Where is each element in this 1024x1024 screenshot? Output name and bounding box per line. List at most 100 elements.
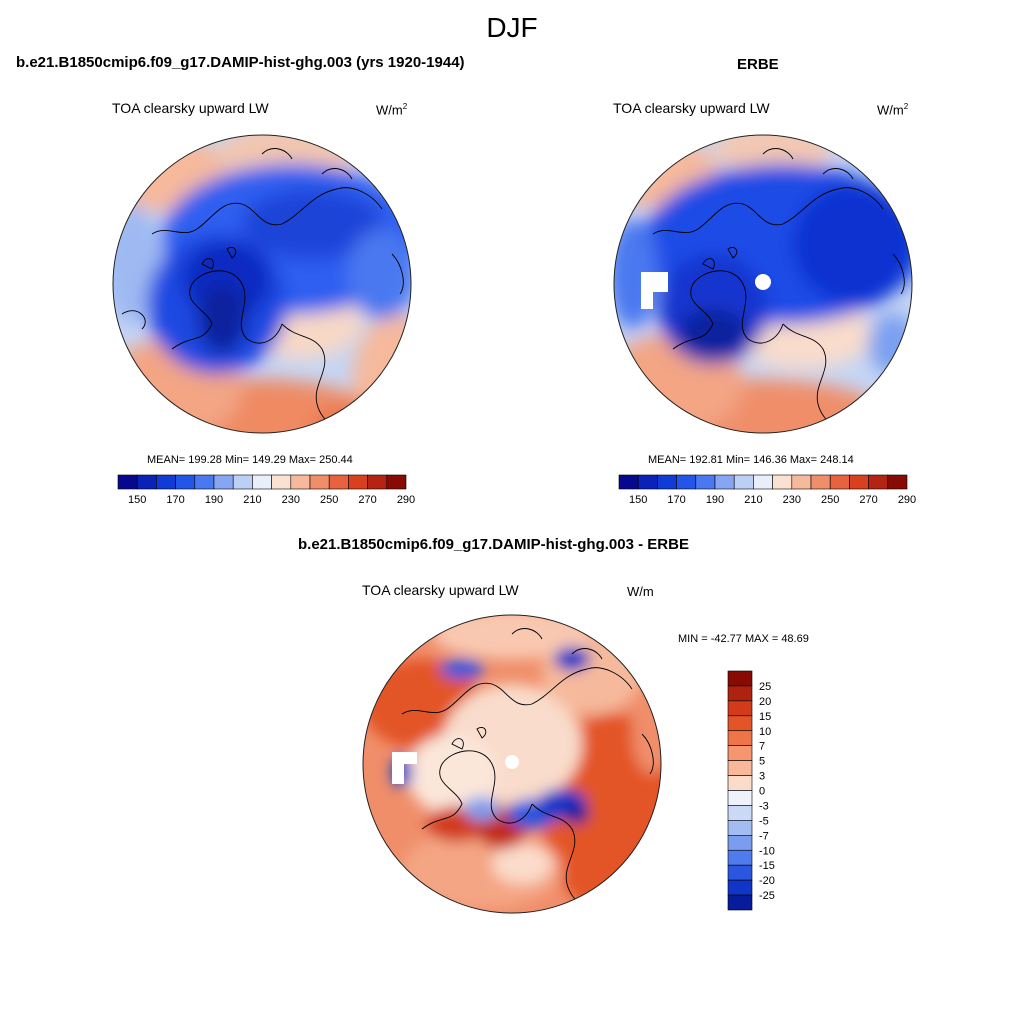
diff-units-label: W/m xyxy=(627,584,654,599)
obs-colorbar-tick-label: 190 xyxy=(706,494,724,506)
diff-colorbar-swatch xyxy=(727,700,753,717)
obs-units-base: W/m xyxy=(877,102,904,118)
diff-colorbar-tick-label: 3 xyxy=(759,771,765,783)
obs-colorbar-tick-label: 250 xyxy=(821,494,839,506)
obs-colorbar-swatch xyxy=(772,474,793,490)
obs-panel-title: ERBE xyxy=(737,56,779,73)
model-colorbar: 150 170 190 210 230 250 270 290 xyxy=(117,474,415,506)
obs-colorbar-swatch xyxy=(618,474,639,490)
obs-colorbar-swatch xyxy=(829,474,850,490)
diff-stats: MIN = -42.77 MAX = 48.69 xyxy=(678,633,809,645)
obs-colorbar-tick-label: 290 xyxy=(898,494,916,506)
model-colorbar-tick-label: 270 xyxy=(358,494,376,506)
model-colorbar-swatch xyxy=(386,474,407,490)
model-colorbar-swatch xyxy=(348,474,368,490)
model-colorbar-swatch xyxy=(252,474,272,490)
diff-colorbar-swatch xyxy=(727,820,753,836)
diff-colorbar-tick-label: 15 xyxy=(759,711,771,723)
diff-colorbar-tick-label: -15 xyxy=(759,860,775,872)
model-units-exp: 2 xyxy=(402,102,408,111)
diff-colorbar-swatch xyxy=(727,835,753,851)
obs-colorbar-swatch xyxy=(657,474,677,490)
model-colorbar-tick-label: 150 xyxy=(128,494,146,506)
diff-polar-map xyxy=(362,614,662,914)
obs-colorbar-swatch xyxy=(676,474,697,490)
obs-colorbar-swatch xyxy=(791,474,812,490)
diff-colorbar-tick-label: 7 xyxy=(759,741,765,753)
obs-variable-label: TOA clearsky upward LW xyxy=(613,100,770,116)
diff-colorbar-swatch xyxy=(727,879,753,896)
model-colorbar-swatch xyxy=(213,474,234,490)
model-colorbar-tick-label: 190 xyxy=(205,494,223,506)
model-colorbar-swatch xyxy=(367,474,388,490)
diff-colorbar-swatch xyxy=(727,805,753,821)
obs-units-label: W/m2 xyxy=(877,102,908,117)
model-colorbar-swatch xyxy=(271,474,292,490)
diff-colorbar-tick-label: -3 xyxy=(759,800,769,812)
model-colorbar-swatch xyxy=(156,474,176,490)
diff-colorbar-tick-label: 20 xyxy=(759,696,771,708)
model-colorbar-swatch xyxy=(232,474,253,490)
model-variable-label: TOA clearsky upward LW xyxy=(112,100,269,116)
diff-colorbar-swatch xyxy=(727,775,753,791)
diff-colorbar-tick-label: -10 xyxy=(759,845,775,857)
diff-colorbar-swatch xyxy=(727,715,753,732)
diff-colorbar-tick-label: 25 xyxy=(759,681,771,693)
obs-colorbar-swatch xyxy=(753,474,773,490)
model-colorbar-tick-label: 290 xyxy=(397,494,415,506)
obs-colorbar: 150 170 190 210 230 250 270 290 xyxy=(618,474,916,506)
model-polar-map xyxy=(112,134,412,434)
diff-panel-title: b.e21.B1850cmip6.f09_g17.DAMIP-hist-ghg.… xyxy=(298,536,689,553)
diff-colorbar-tick-label: 0 xyxy=(759,786,765,798)
obs-polar-map xyxy=(613,134,913,434)
obs-colorbar-tick-label: 270 xyxy=(859,494,877,506)
model-colorbar-swatch xyxy=(328,474,349,490)
obs-colorbar-swatch xyxy=(714,474,735,490)
model-colorbar-tick-label: 170 xyxy=(166,494,184,506)
diff-colorbar-tick-label: -25 xyxy=(759,890,775,902)
diff-colorbar-tick-label: -7 xyxy=(759,830,769,842)
model-colorbar-swatch xyxy=(290,474,311,490)
model-colorbar-tick-label: 210 xyxy=(243,494,261,506)
diff-colorbar-swatch xyxy=(727,745,753,761)
model-units-label: W/m2 xyxy=(376,102,407,117)
model-stats: MEAN= 199.28 Min= 149.29 Max= 250.44 xyxy=(147,454,353,466)
obs-colorbar-swatch xyxy=(695,474,716,490)
model-panel-title: b.e21.B1850cmip6.f09_g17.DAMIP-hist-ghg.… xyxy=(16,54,465,71)
obs-colorbar-swatch xyxy=(733,474,754,490)
obs-colorbar-tick-label: 150 xyxy=(629,494,647,506)
model-colorbar-tick-label: 230 xyxy=(282,494,300,506)
obs-stats: MEAN= 192.81 Min= 146.36 Max= 248.14 xyxy=(648,454,854,466)
diff-colorbar-swatch xyxy=(727,685,753,702)
diff-colorbar-swatch xyxy=(727,670,753,687)
diff-colorbar-tick-label: -20 xyxy=(759,875,775,887)
obs-colorbar-tick-label: 230 xyxy=(783,494,801,506)
diff-colorbar-tick-label: 5 xyxy=(759,756,765,768)
diff-colorbar-swatch xyxy=(727,894,753,911)
obs-colorbar-tick-label: 210 xyxy=(744,494,762,506)
diff-colorbar-swatch xyxy=(727,849,753,866)
diff-colorbar-tick-label: -5 xyxy=(759,815,769,827)
obs-colorbar-swatch xyxy=(810,474,831,490)
model-colorbar-tick-label: 250 xyxy=(320,494,338,506)
obs-units-exp: 2 xyxy=(903,102,909,111)
model-units-base: W/m xyxy=(376,102,403,118)
diff-colorbar: 25 20 15 10 7 5 3 0 -3 -5 -7 -10 -15 -20 -25 xyxy=(727,670,775,911)
diff-colorbar-swatch xyxy=(727,864,753,881)
diff-colorbar-swatch xyxy=(727,760,753,776)
obs-colorbar-swatch xyxy=(849,474,869,490)
model-colorbar-swatch xyxy=(194,474,215,490)
model-colorbar-swatch xyxy=(309,474,330,490)
diff-colorbar-tick-label: 10 xyxy=(759,726,771,738)
diff-colorbar-swatch xyxy=(727,790,753,806)
obs-colorbar-tick-label: 170 xyxy=(667,494,685,506)
diff-variable-label: TOA clearsky upward LW xyxy=(362,582,519,598)
obs-colorbar-swatch xyxy=(637,474,658,490)
obs-colorbar-swatch xyxy=(868,474,889,490)
model-colorbar-swatch xyxy=(117,474,138,490)
model-colorbar-swatch xyxy=(136,474,157,490)
diff-colorbar-swatch xyxy=(727,730,753,746)
figure-title: DJF xyxy=(486,12,538,43)
obs-colorbar-swatch xyxy=(887,474,908,490)
model-colorbar-swatch xyxy=(175,474,196,490)
